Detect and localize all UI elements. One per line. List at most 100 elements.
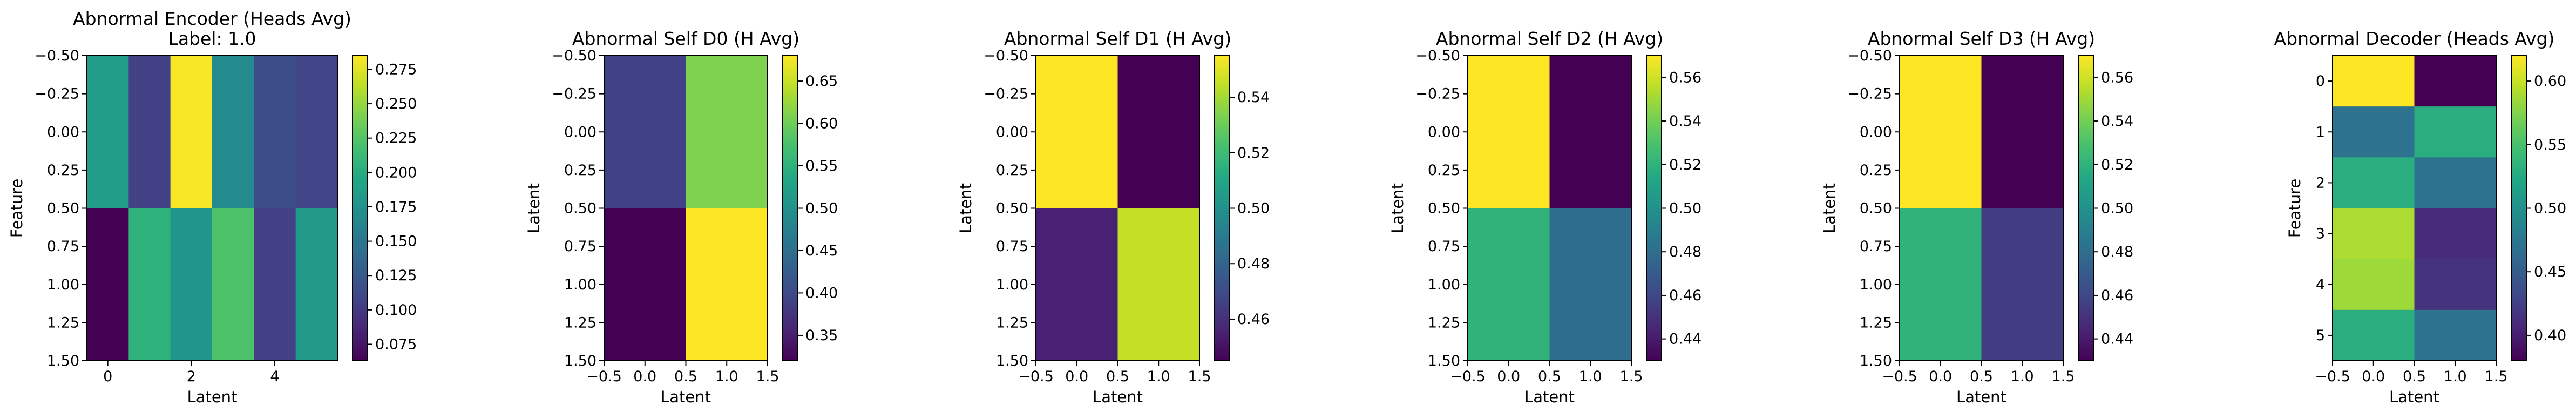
y-tick-label: 0.75 — [996, 238, 1028, 255]
colorbar-gradient — [1646, 55, 1662, 361]
heatmap-cell — [1549, 56, 1632, 209]
y-tick-label: −0.50 — [1847, 48, 1892, 64]
y-axis-label: Latent — [957, 183, 975, 233]
y-tick-label: 0.00 — [47, 124, 79, 140]
colorbar-tick-label: 0.45 — [2534, 264, 2566, 280]
y-tick-label: 0.25 — [1860, 162, 1892, 179]
colorbar-tick-label: 0.50 — [1669, 200, 1701, 217]
colorbar-gradient — [2511, 55, 2527, 361]
y-tick-label: −0.25 — [1847, 86, 1892, 103]
y-tick-label: 0.75 — [564, 238, 596, 255]
y-tick-label: −0.25 — [984, 86, 1028, 103]
heatmap-cell — [295, 208, 338, 361]
y-tick-label: 1.50 — [564, 353, 596, 369]
colorbar-tick-label: 0.50 — [2101, 200, 2133, 217]
heatmap-cell — [212, 56, 254, 209]
y-tick-label: 1.00 — [1860, 277, 1892, 293]
heatmap-cell — [128, 208, 171, 361]
y-tick-label: 1.50 — [47, 353, 79, 369]
x-tick-label: −0.5 — [1882, 368, 1917, 385]
chart-panel-2: −0.50 −0.25 0.00 0.25 0.50 0.75 1.00 1.25 1.50−0… — [525, 28, 838, 406]
heatmap-cell — [1981, 208, 2064, 361]
y-tick-label: 0.00 — [1860, 124, 1892, 140]
colorbar-tick-label: 0.48 — [1669, 244, 1701, 260]
heatmap-cell — [604, 208, 687, 361]
chart-panel-6: 0 1 2 3 4 5 −0.5 0.0 0.5 1.0 1.5 Latent Feature Abnor… — [2274, 28, 2567, 406]
colorbar-tick-label: 0.54 — [2101, 113, 2133, 130]
x-tick-label: 0.0 — [1929, 368, 1952, 385]
x-tick-label: 4 — [270, 368, 279, 385]
colorbar-tick-label: 0.35 — [805, 327, 838, 344]
y-tick-label: −0.50 — [1415, 48, 1460, 64]
heatmap-cell — [87, 56, 129, 209]
chart-title: Abnormal Self D3 (H Avg) — [1868, 28, 2095, 49]
heatmap-cell — [254, 56, 296, 209]
colorbar-tick-label: 0.200 — [375, 164, 417, 181]
colorbar: 0.46 0.48 0.50 0.52 0.54 — [1214, 55, 1270, 361]
colorbar: 0.44 0.46 0.48 0.50 0.52 0.54 0.56 — [1646, 55, 1701, 361]
chart-panel-5: −0.50 −0.25 0.00 0.25 0.50 0.75 1.00 1.25 1.50−0… — [1820, 28, 2133, 406]
heatmap-cell — [170, 56, 213, 209]
colorbar-tick-label: 0.250 — [375, 96, 417, 112]
heatmap-cell — [2414, 259, 2497, 311]
colorbar-tick-label: 0.44 — [2101, 331, 2133, 348]
x-tick-label: 0.0 — [1065, 368, 1088, 385]
y-tick-label: 0.50 — [1860, 200, 1892, 217]
y-tick-label: 0.50 — [1428, 200, 1460, 217]
heatmap-cell — [1900, 56, 1982, 209]
heatmap-cell — [2333, 106, 2415, 158]
colorbar-tick-label: 0.50 — [805, 200, 838, 217]
y-tick-label: 0 — [2316, 73, 2325, 90]
colorbar-tick-label: 0.55 — [2534, 137, 2566, 153]
y-tick-label: 0.75 — [1428, 238, 1460, 255]
y-tick-label: −0.50 — [552, 48, 596, 64]
y-tick-label: 0.25 — [47, 162, 79, 179]
heatmap-cell — [2414, 56, 2497, 107]
x-tick-label: 0.0 — [633, 368, 656, 385]
colorbar-tick-label: 0.100 — [375, 302, 417, 319]
colorbar-tick-label: 0.44 — [1669, 331, 1701, 348]
colorbar-tick-label: 0.54 — [1669, 113, 1701, 130]
x-tick-label: 0.0 — [1497, 368, 1520, 385]
colorbar-tick-label: 0.55 — [805, 158, 838, 174]
heatmap-cell — [2333, 56, 2415, 107]
x-tick-label: 1.0 — [715, 368, 738, 385]
colorbar-tick-label: 0.48 — [1237, 255, 1270, 272]
x-tick-label: 0.5 — [674, 368, 697, 385]
heatmap-cell — [87, 208, 129, 361]
y-tick-label: −0.25 — [552, 86, 596, 103]
y-tick-label: 0.00 — [996, 124, 1028, 140]
y-tick-label: 1.25 — [564, 314, 596, 331]
heatmap-cell — [2333, 259, 2415, 311]
colorbar-tick-label: 0.175 — [375, 199, 417, 215]
chart-title: Abnormal Decoder (Heads Avg) — [2274, 28, 2555, 49]
colorbar-tick-label: 0.52 — [1237, 145, 1270, 161]
colorbar-tick-label: 0.60 — [805, 116, 838, 132]
chart-panel-4: −0.50 −0.25 0.00 0.25 0.50 0.75 1.00 1.25 1.50−0… — [1388, 28, 1701, 406]
heatmap-cell — [604, 56, 687, 209]
y-tick-label: 1.00 — [996, 277, 1028, 293]
colorbar-tick-label: 0.46 — [1669, 287, 1701, 304]
y-tick-label: 1.25 — [1428, 314, 1460, 331]
heatmap-cell — [2333, 208, 2415, 260]
colorbar-gradient — [2078, 55, 2094, 361]
x-tick-label: 1.5 — [1188, 368, 1211, 385]
heatmap-cell — [686, 208, 768, 361]
y-tick-label: −0.25 — [1415, 86, 1460, 103]
x-tick-label: 0.5 — [1970, 368, 1993, 385]
colorbar-tick-label: 0.225 — [375, 130, 417, 147]
colorbar: 0.40 0.45 0.50 0.55 0.60 — [2511, 55, 2566, 361]
colorbar-tick-label: 0.52 — [2101, 157, 2133, 173]
heatmap-cell — [2414, 208, 2497, 260]
x-tick-label: 1.5 — [756, 368, 779, 385]
y-axis-label: Feature — [2286, 179, 2304, 238]
colorbar-tick-label: 0.50 — [2534, 200, 2566, 217]
x-tick-label: 1.5 — [1620, 368, 1643, 385]
colorbar-tick-label: 0.60 — [2534, 73, 2566, 90]
x-tick-label: 1.5 — [2052, 368, 2075, 385]
colorbar-tick-label: 0.65 — [805, 73, 838, 90]
colorbar-tick-label: 0.46 — [2101, 287, 2133, 304]
heatmap-cell — [2333, 157, 2415, 209]
chart-title: Abnormal Self D2 (H Avg) — [1436, 28, 1663, 49]
